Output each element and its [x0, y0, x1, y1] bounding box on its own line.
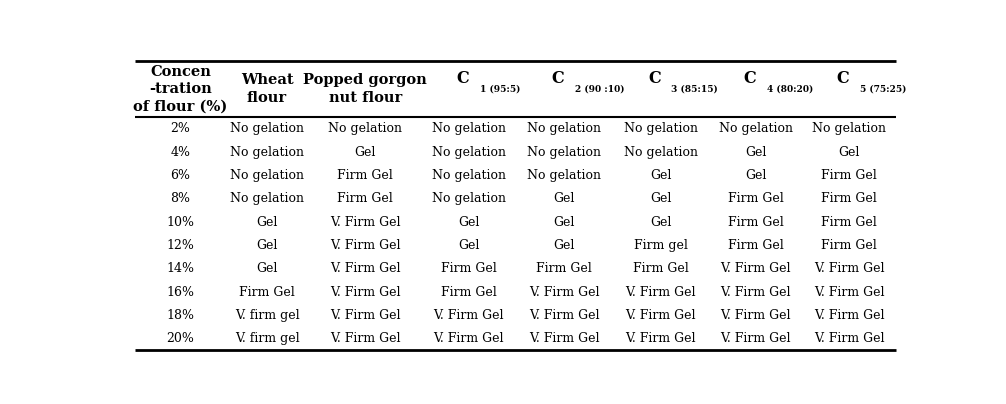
Text: Gel: Gel	[650, 169, 671, 182]
Text: No gelation: No gelation	[230, 169, 304, 182]
Text: V. Firm Gel: V. Firm Gel	[814, 309, 884, 322]
Text: No gelation: No gelation	[527, 146, 601, 159]
Text: C: C	[456, 70, 469, 87]
Text: V. Firm Gel: V. Firm Gel	[720, 262, 791, 275]
Text: V. Firm Gel: V. Firm Gel	[626, 286, 696, 299]
Text: Gel: Gel	[650, 216, 671, 229]
Text: Gel: Gel	[745, 169, 767, 182]
Text: V. Firm Gel: V. Firm Gel	[626, 309, 696, 322]
Text: 20%: 20%	[166, 332, 194, 345]
Text: No gelation: No gelation	[812, 122, 886, 135]
Text: C: C	[648, 70, 661, 87]
Text: 2%: 2%	[170, 122, 190, 135]
Text: Firm Gel: Firm Gel	[337, 169, 393, 182]
Text: V. Firm Gel: V. Firm Gel	[720, 286, 791, 299]
Text: 4 (80:20): 4 (80:20)	[767, 84, 813, 94]
Text: Concen
-tration
of flour (%): Concen -tration of flour (%)	[133, 65, 227, 114]
Text: No gelation: No gelation	[432, 122, 506, 135]
Text: Firm Gel: Firm Gel	[441, 286, 497, 299]
Text: No gelation: No gelation	[432, 192, 506, 205]
Text: C: C	[743, 70, 756, 87]
Text: 14%: 14%	[166, 262, 194, 275]
Text: V. Firm Gel: V. Firm Gel	[814, 332, 884, 345]
Text: Firm Gel: Firm Gel	[337, 192, 393, 205]
Text: Firm Gel: Firm Gel	[821, 169, 877, 182]
Text: Gel: Gel	[650, 192, 671, 205]
Text: No gelation: No gelation	[527, 122, 601, 135]
Text: Gel: Gel	[257, 239, 278, 252]
Text: Firm Gel: Firm Gel	[727, 216, 784, 229]
Text: No gelation: No gelation	[624, 146, 697, 159]
Text: 2 (90 :10): 2 (90 :10)	[574, 84, 625, 94]
Text: No gelation: No gelation	[624, 122, 697, 135]
Text: V. Firm Gel: V. Firm Gel	[330, 216, 400, 229]
Text: Firm Gel: Firm Gel	[727, 239, 784, 252]
Text: Firm gel: Firm gel	[634, 239, 687, 252]
Text: 16%: 16%	[166, 286, 194, 299]
Text: Firm Gel: Firm Gel	[821, 216, 877, 229]
Text: 12%: 12%	[166, 239, 194, 252]
Text: V. Firm Gel: V. Firm Gel	[626, 332, 696, 345]
Text: V. Firm Gel: V. Firm Gel	[434, 309, 504, 322]
Text: Gel: Gel	[354, 146, 376, 159]
Text: 1 (95:5): 1 (95:5)	[480, 84, 520, 94]
Text: No gelation: No gelation	[230, 146, 304, 159]
Text: 6%: 6%	[170, 169, 190, 182]
Text: V. Firm Gel: V. Firm Gel	[720, 309, 791, 322]
Text: Gel: Gel	[553, 216, 574, 229]
Text: Firm Gel: Firm Gel	[239, 286, 295, 299]
Text: No gelation: No gelation	[432, 146, 506, 159]
Text: No gelation: No gelation	[527, 169, 601, 182]
Text: Firm Gel: Firm Gel	[727, 192, 784, 205]
Text: Firm Gel: Firm Gel	[536, 262, 592, 275]
Text: Gel: Gel	[553, 239, 574, 252]
Text: Gel: Gel	[839, 146, 860, 159]
Text: V. firm gel: V. firm gel	[234, 309, 300, 322]
Text: V. Firm Gel: V. Firm Gel	[720, 332, 791, 345]
Text: No gelation: No gelation	[230, 122, 304, 135]
Text: V. Firm Gel: V. Firm Gel	[528, 309, 600, 322]
Text: Firm Gel: Firm Gel	[441, 262, 497, 275]
Text: Gel: Gel	[745, 146, 767, 159]
Text: V. Firm Gel: V. Firm Gel	[528, 286, 600, 299]
Text: V. Firm Gel: V. Firm Gel	[330, 309, 400, 322]
Text: 4%: 4%	[170, 146, 190, 159]
Text: V. Firm Gel: V. Firm Gel	[814, 286, 884, 299]
Text: Firm Gel: Firm Gel	[821, 192, 877, 205]
Text: 5 (75:25): 5 (75:25)	[860, 84, 906, 94]
Text: V. Firm Gel: V. Firm Gel	[814, 262, 884, 275]
Text: Gel: Gel	[257, 262, 278, 275]
Text: No gelation: No gelation	[718, 122, 793, 135]
Text: V. Firm Gel: V. Firm Gel	[330, 262, 400, 275]
Text: No gelation: No gelation	[230, 192, 304, 205]
Text: Gel: Gel	[458, 216, 480, 229]
Text: Wheat
flour: Wheat flour	[240, 74, 294, 105]
Text: Gel: Gel	[257, 216, 278, 229]
Text: V. Firm Gel: V. Firm Gel	[330, 239, 400, 252]
Text: V. Firm Gel: V. Firm Gel	[330, 332, 400, 345]
Text: 8%: 8%	[170, 192, 190, 205]
Text: No gelation: No gelation	[432, 169, 506, 182]
Text: 10%: 10%	[166, 216, 194, 229]
Text: Firm Gel: Firm Gel	[821, 239, 877, 252]
Text: Gel: Gel	[553, 192, 574, 205]
Text: 18%: 18%	[166, 309, 194, 322]
Text: Popped gorgon
nut flour: Popped gorgon nut flour	[304, 74, 428, 105]
Text: V. Firm Gel: V. Firm Gel	[330, 286, 400, 299]
Text: C: C	[837, 70, 849, 87]
Text: V. firm gel: V. firm gel	[234, 332, 300, 345]
Text: C: C	[551, 70, 564, 87]
Text: Firm Gel: Firm Gel	[633, 262, 688, 275]
Text: Gel: Gel	[458, 239, 480, 252]
Text: No gelation: No gelation	[328, 122, 402, 135]
Text: 3 (85:15): 3 (85:15)	[671, 84, 718, 94]
Text: V. Firm Gel: V. Firm Gel	[528, 332, 600, 345]
Text: V. Firm Gel: V. Firm Gel	[434, 332, 504, 345]
